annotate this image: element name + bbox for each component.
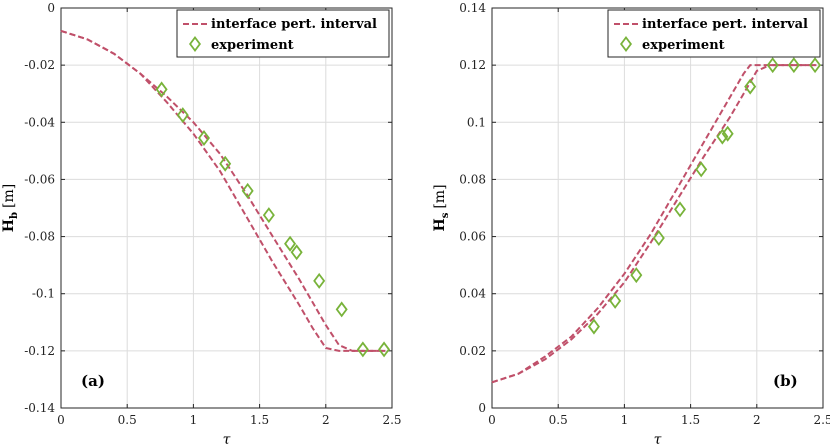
x-axis-label: τ — [223, 432, 231, 447]
axes-box — [491, 7, 824, 409]
legend-box — [607, 9, 821, 58]
y-tick-label: 0.1 — [467, 115, 486, 129]
legend: interface pert. interval experiment — [607, 9, 821, 58]
y-axis-label-subscript: s — [440, 212, 451, 218]
experiment-point — [241, 182, 254, 199]
legend-box — [176, 9, 390, 58]
experiment-point — [587, 318, 600, 335]
legend-experiment-swatch — [189, 36, 201, 52]
x-tick-label: 2 — [322, 413, 330, 427]
axes-box — [60, 7, 393, 409]
legend-experiment-swatch — [620, 36, 632, 52]
legend-interval-label: interface pert. interval — [211, 17, 377, 32]
series-interval-line — [60, 29, 386, 352]
y-tick-label: 0.14 — [459, 1, 486, 15]
y-tick-label: 0.04 — [459, 287, 486, 301]
y-axis-label-main: H — [432, 218, 448, 231]
experiment-point — [262, 207, 275, 224]
experiment-point — [674, 201, 687, 218]
x-tick-label: 1.5 — [681, 413, 700, 427]
legend-experiment-label: experiment — [642, 38, 725, 53]
chart-panel-a: 0 0.5 1 1.5 2 2.5 -0.14 -0.12 -0.1 -0.08 -0.06 -0.0… — [1, 1, 402, 447]
experiment-point — [290, 244, 303, 261]
x-tick-label: 1 — [621, 413, 629, 427]
chart-panel-b: 0 0.5 1 1.5 2 2.5 0 0.02 0.04 0.06 0.08 0.1 0.12 0.14… — [432, 1, 830, 447]
experiment-point — [313, 272, 326, 289]
x-tick-label: 0.5 — [118, 413, 137, 427]
y-tick-label: -0.1 — [32, 287, 55, 301]
experiment-point — [744, 78, 757, 95]
y-tick-label: -0.08 — [24, 230, 55, 244]
x-tick-label: 0 — [57, 413, 65, 427]
experiment-point — [335, 301, 348, 318]
experiment-point — [766, 57, 779, 74]
experiment-point — [609, 292, 622, 309]
experiment-point — [652, 230, 665, 246]
experiment-point — [356, 341, 369, 358]
experiment-point — [809, 57, 822, 74]
y-tick-label: 0 — [478, 401, 486, 415]
experiment-point — [176, 107, 189, 124]
x-tick-label: 1 — [190, 413, 198, 427]
y-axis-label: Hs [m] — [432, 184, 451, 231]
x-axis-label: τ — [654, 432, 662, 447]
x-tick-label: 0 — [488, 413, 496, 427]
experiment-point — [695, 161, 708, 178]
panel-label: (b) — [773, 372, 798, 390]
experiment-point — [378, 341, 391, 358]
plot-area — [61, 8, 392, 408]
y-tick-label: 0 — [47, 1, 55, 15]
x-tick-label: 0.5 — [549, 413, 568, 427]
experiment-point — [721, 125, 734, 142]
x-tick-label: 2 — [753, 413, 761, 427]
y-axis-label-unit: [m] — [432, 184, 448, 208]
y-tick-label: 0.02 — [459, 344, 486, 358]
legend-interval-label: interface pert. interval — [642, 17, 808, 32]
y-tick-label: -0.06 — [24, 172, 55, 186]
y-tick-label: 0.06 — [459, 230, 486, 244]
y-tick-label: -0.02 — [24, 58, 55, 72]
y-axis-label-unit: [m] — [1, 184, 17, 208]
experiment-point — [284, 235, 297, 252]
legend-experiment-label: experiment — [211, 38, 294, 53]
series-interval-line — [60, 29, 386, 352]
legend: interface pert. interval experiment — [176, 9, 390, 58]
y-axis-label-main: H — [1, 219, 17, 232]
y-axis-label: Hb [m] — [1, 184, 20, 232]
y-tick-label: 0.12 — [459, 58, 486, 72]
panel-label: (a) — [81, 372, 105, 390]
y-axis-label-subscript: b — [9, 212, 20, 219]
y-tick-label: -0.12 — [24, 344, 55, 358]
experiment-point — [155, 81, 168, 98]
experiment-point — [716, 128, 729, 145]
x-tick-label: 1.5 — [250, 413, 269, 427]
y-tick-label: -0.04 — [24, 115, 55, 129]
experiment-point — [219, 155, 232, 172]
plot-area — [492, 8, 823, 408]
experiment-point — [197, 130, 210, 146]
series-interval-line — [491, 64, 817, 384]
y-tick-label: 0.08 — [459, 172, 486, 186]
experiment-point — [630, 267, 643, 284]
x-tick-label: 2.5 — [813, 413, 830, 427]
experiment-point — [787, 57, 800, 74]
x-tick-label: 2.5 — [382, 413, 401, 427]
y-tick-label: -0.14 — [24, 401, 55, 415]
